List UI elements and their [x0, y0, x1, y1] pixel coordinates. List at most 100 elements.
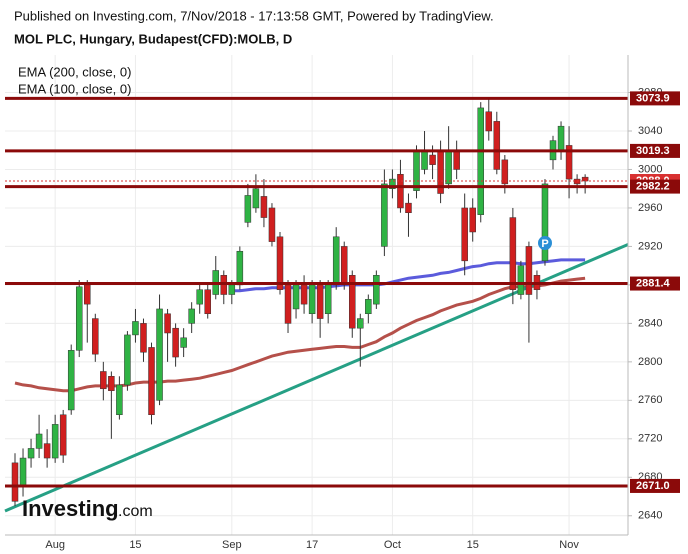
candle-body: [509, 217, 517, 290]
y-tick-label: 2760: [638, 394, 662, 406]
price-level-label: 2881.4: [636, 277, 671, 289]
candle-body: [381, 183, 388, 247]
candle-body: [373, 275, 380, 305]
candle-body: [35, 433, 43, 449]
candle-body: [172, 327, 179, 358]
candle-body: [67, 350, 75, 411]
y-tick-label: 3000: [638, 163, 662, 175]
trend-line: [4, 243, 629, 513]
x-tick-label: Aug: [45, 539, 65, 551]
candle-body: [565, 145, 573, 180]
candle-body: [100, 371, 107, 390]
logo-suffix: .com: [118, 503, 153, 520]
price-level-label: 3019.3: [636, 145, 670, 157]
plot-area: [4, 55, 629, 535]
candle-body: [517, 265, 525, 295]
candle-body: [43, 443, 51, 459]
candle-body: [557, 125, 565, 151]
price-level-label: 2671.0: [636, 480, 670, 492]
candle-body: [196, 289, 203, 305]
candle-body: [308, 284, 316, 315]
candle-body: [268, 207, 276, 242]
candle-body: [501, 159, 509, 185]
candle-body: [349, 275, 356, 329]
y-tick-label: 2840: [638, 317, 662, 329]
candle-body: [324, 284, 332, 315]
candle-body: [27, 448, 35, 459]
candle-body: [493, 121, 501, 170]
candle-body: [92, 318, 99, 355]
price-level-label: 2982.2: [636, 180, 670, 192]
candle-body: [140, 323, 147, 353]
candle-body: [525, 246, 533, 295]
candle-body: [228, 284, 236, 295]
candle-body: [284, 284, 292, 324]
candle-body: [244, 195, 252, 223]
x-tick-label: Sep: [222, 539, 242, 551]
candle-body: [461, 207, 468, 262]
price-level-box: [630, 179, 680, 194]
instrument-title: MOL PLC, Hungary, Budapest(CFD):MOLB, D: [14, 31, 292, 46]
x-tick-label: Oct: [384, 539, 401, 551]
candle-body: [469, 207, 476, 233]
candle-body: [156, 308, 163, 401]
candle-body: [485, 111, 493, 132]
candle-body: [51, 424, 59, 459]
candle-body: [116, 384, 123, 416]
event-marker-label: P: [541, 238, 548, 250]
y-tick-label: 2640: [638, 510, 662, 522]
candle-body: [252, 188, 260, 209]
candle-body: [541, 183, 549, 262]
x-tick-label: Nov: [559, 539, 579, 551]
candle-body: [164, 313, 171, 334]
candle-body: [357, 318, 364, 329]
candle-body: [236, 250, 244, 286]
candle-body: [365, 299, 372, 315]
candle-body: [132, 321, 139, 336]
candle-body: [59, 414, 67, 456]
y-tick-label: 3040: [638, 125, 662, 137]
logo-name: Investing: [22, 496, 119, 521]
x-tick-label: 15: [467, 539, 479, 551]
published-note: Published on Investing.com, 7/Nov/2018 -…: [14, 8, 494, 23]
price-level-box: [630, 478, 680, 493]
candle-body: [188, 308, 195, 324]
price-level-box: [630, 91, 680, 106]
y-tick-label: 2960: [638, 202, 662, 214]
candle-body: [389, 178, 396, 189]
candle-body: [300, 284, 308, 305]
candle-body: [429, 154, 436, 165]
x-tick-label: 15: [129, 539, 141, 551]
y-tick-label: 2800: [638, 356, 662, 368]
candle-body: [421, 149, 428, 170]
candle-body: [581, 176, 589, 182]
candle-body: [19, 457, 27, 488]
candle-body: [340, 246, 348, 286]
candle-body: [292, 284, 300, 310]
event-marker: [538, 236, 552, 250]
candle-body: [180, 337, 187, 348]
candle-body: [84, 284, 91, 305]
candle-body: [413, 149, 420, 191]
candle-body: [276, 236, 284, 290]
candle-body: [445, 149, 452, 185]
candle-body: [477, 107, 484, 215]
candle-body: [148, 347, 155, 416]
candle-body: [260, 196, 268, 218]
x-tick-label: 17: [306, 539, 318, 551]
y-tick-label: 2720: [638, 433, 662, 445]
price-level-box: [630, 143, 680, 158]
legend-entry: EMA (200, close, 0): [18, 64, 131, 79]
candle-body: [316, 284, 324, 319]
candle-body: [75, 286, 83, 351]
price-level-label: 3073.9: [636, 92, 670, 104]
candle-body: [11, 462, 19, 502]
price-level-box: [630, 276, 680, 291]
candle-body: [332, 236, 340, 286]
candle-body: [108, 376, 115, 391]
candle-body: [124, 334, 131, 386]
candle-body: [453, 149, 460, 170]
y-tick-label: 2920: [638, 240, 662, 252]
legend-entry: EMA (100, close, 0): [18, 81, 131, 96]
